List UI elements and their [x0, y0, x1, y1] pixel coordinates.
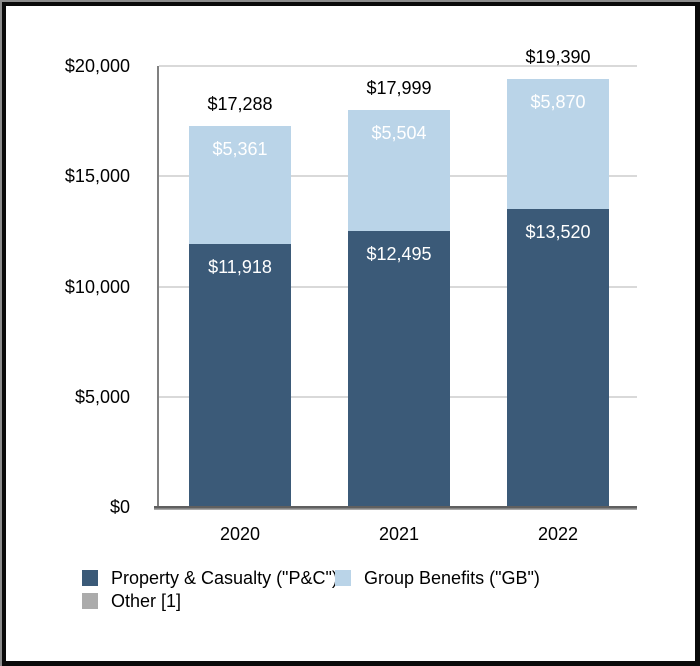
legend-label: Property & Casualty ("P&C"): [111, 567, 338, 588]
segment-value-label: $5,870: [530, 92, 586, 113]
bar-segment-gb-2020: [189, 125, 291, 245]
bar-segment-pc-2020: [189, 244, 291, 507]
legend-item: Group Benefits ("GB"): [335, 566, 540, 589]
y-tick-label: $15,000: [64, 166, 130, 187]
y-tick-label: $10,000: [64, 276, 130, 297]
total-value-label: $17,288: [207, 93, 273, 114]
segment-value-label: $13,520: [525, 221, 591, 242]
legend: Property & Casualty ("P&C") Group Benefit…: [82, 566, 540, 612]
total-value-label: $19,390: [525, 47, 591, 68]
bar-segment-gb-2021: [348, 110, 450, 232]
total-value-label: $17,999: [366, 78, 432, 99]
x-axis-line: [154, 506, 637, 510]
y-tick-label: $0: [109, 497, 130, 517]
segment-value-label: $11,918: [208, 257, 272, 278]
legend-swatch-icon: [82, 592, 98, 609]
bar-segment-gb-2022: [507, 79, 609, 209]
bar-segment-pc-2021: [348, 231, 450, 507]
legend-label: Other [1]: [111, 590, 182, 611]
x-tick-label-2020: 2020: [219, 524, 261, 544]
segment-value-label: $5,361: [212, 138, 268, 159]
x-tick-label-2022: 2022: [537, 524, 579, 544]
bar-segment-pc-2022: [507, 208, 609, 507]
legend-item: Other [1]: [82, 589, 335, 612]
segment-value-label: $12,495: [366, 244, 432, 265]
y-axis-line: [157, 66, 159, 510]
y-tick-label: $20,000: [64, 56, 130, 76]
legend-label: Group Benefits ("GB"): [364, 567, 540, 588]
y-tick-label: $5,000: [74, 386, 130, 407]
legend-swatch-icon: [335, 569, 351, 586]
legend-swatch-icon: [82, 569, 98, 586]
segment-value-label: $5,504: [371, 123, 427, 144]
legend-item: Property & Casualty ("P&C"): [82, 566, 338, 589]
x-tick-label-2021: 2021: [378, 524, 420, 544]
gridline: [159, 65, 637, 67]
